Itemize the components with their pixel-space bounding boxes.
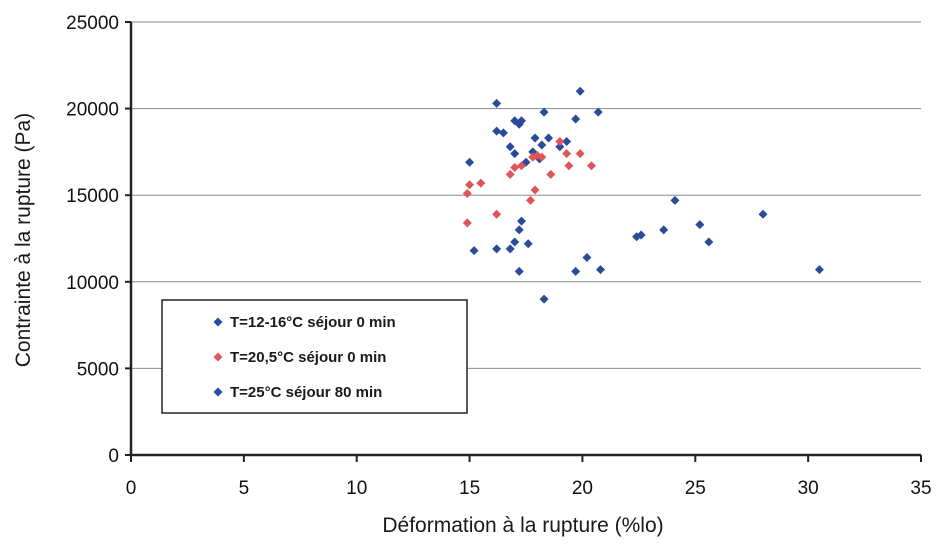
data-point-series-1 xyxy=(539,107,549,117)
data-point-series-3 xyxy=(492,244,502,254)
legend-marker xyxy=(213,352,223,362)
data-points xyxy=(462,86,824,304)
y-tick-label: 5000 xyxy=(77,359,119,380)
data-point-series-1 xyxy=(516,116,526,126)
data-point-series-1 xyxy=(498,128,508,138)
tick-labels: 0 5000 10000 15000 20000 25000 0 5 10 15 20 25 30 35 xyxy=(66,13,931,499)
data-point-series-1 xyxy=(530,133,540,143)
data-point-series-2 xyxy=(462,218,472,228)
x-tick-label: 5 xyxy=(239,478,250,499)
data-point-series-2 xyxy=(546,169,556,179)
data-point-series-3 xyxy=(814,265,824,275)
data-point-series-2 xyxy=(516,161,526,171)
gridlines xyxy=(131,21,921,369)
data-point-series-1 xyxy=(544,133,554,143)
x-tick-label: 15 xyxy=(459,478,480,499)
x-tick-label: 20 xyxy=(572,478,593,499)
data-point-series-1 xyxy=(555,142,565,152)
data-point-series-3 xyxy=(636,230,646,240)
data-point-series-1 xyxy=(593,107,603,117)
data-point-series-3 xyxy=(582,253,592,263)
data-point-series-2 xyxy=(555,137,565,147)
data-point-series-1 xyxy=(492,98,502,108)
data-point-series-2 xyxy=(537,152,547,162)
data-point-series-3 xyxy=(514,266,524,276)
y-tick-label: 25000 xyxy=(66,13,119,34)
data-point-series-1 xyxy=(575,86,585,96)
data-point-series-3 xyxy=(571,266,581,276)
data-point-series-2 xyxy=(510,162,520,172)
data-point-series-1 xyxy=(510,149,520,159)
data-point-series-2 xyxy=(462,188,472,198)
x-axis-title: Déformation à la rupture (%lo) xyxy=(382,514,663,537)
data-point-series-2 xyxy=(476,178,486,188)
data-point-series-2 xyxy=(465,180,475,190)
legend: T=12-16°C séjour 0 min T=20,5°C séjour 0 … xyxy=(161,299,468,414)
data-point-series-3 xyxy=(516,216,526,226)
y-tick-label: 20000 xyxy=(66,100,119,121)
data-point-series-3 xyxy=(758,209,768,219)
axes xyxy=(125,21,922,462)
data-point-series-2 xyxy=(505,169,515,179)
data-point-series-3 xyxy=(539,294,549,304)
data-point-series-1 xyxy=(562,137,572,147)
data-point-series-1 xyxy=(492,126,502,136)
data-point-series-3 xyxy=(510,237,520,247)
x-tick-label: 30 xyxy=(798,478,819,499)
data-point-series-3 xyxy=(704,237,714,247)
data-point-series-3 xyxy=(514,225,524,235)
data-point-series-3 xyxy=(469,246,479,256)
data-point-series-3 xyxy=(659,225,669,235)
data-point-series-3 xyxy=(595,265,605,275)
data-point-series-2 xyxy=(586,161,596,171)
data-point-series-2 xyxy=(526,195,536,205)
data-point-series-2 xyxy=(575,149,585,159)
legend-marker xyxy=(213,317,223,327)
data-point-series-2 xyxy=(528,152,538,162)
x-tick-label: 35 xyxy=(910,478,931,499)
y-axis-title: Contrainte à la rupture (Pa) xyxy=(12,113,35,367)
x-tick-label: 25 xyxy=(685,478,706,499)
data-point-series-2 xyxy=(564,161,574,171)
x-tick-label: 10 xyxy=(346,478,367,499)
data-point-series-3 xyxy=(670,195,680,205)
data-point-series-3 xyxy=(523,239,533,249)
y-tick-label: 10000 xyxy=(66,273,119,294)
legend-items: T=12-16°C séjour 0 min T=20,5°C séjour 0 … xyxy=(213,314,396,401)
data-point-series-2 xyxy=(492,209,502,219)
data-point-series-1 xyxy=(465,157,475,167)
x-tick-label: 0 xyxy=(126,478,137,499)
y-tick-label: 0 xyxy=(108,446,119,467)
y-tick-label: 15000 xyxy=(66,186,119,207)
legend-box xyxy=(161,299,468,414)
data-point-series-3 xyxy=(505,244,515,254)
legend-label: T=25°C séjour 80 min xyxy=(230,384,382,401)
data-point-series-1 xyxy=(505,142,515,152)
data-point-series-1 xyxy=(537,140,547,150)
legend-label: T=20,5°C séjour 0 min xyxy=(230,349,386,366)
legend-label: T=12-16°C séjour 0 min xyxy=(230,314,396,331)
legend-marker xyxy=(213,387,223,397)
data-point-series-2 xyxy=(562,149,572,159)
data-point-series-2 xyxy=(530,185,540,195)
data-point-series-1 xyxy=(571,114,581,124)
data-point-series-3 xyxy=(695,220,705,230)
